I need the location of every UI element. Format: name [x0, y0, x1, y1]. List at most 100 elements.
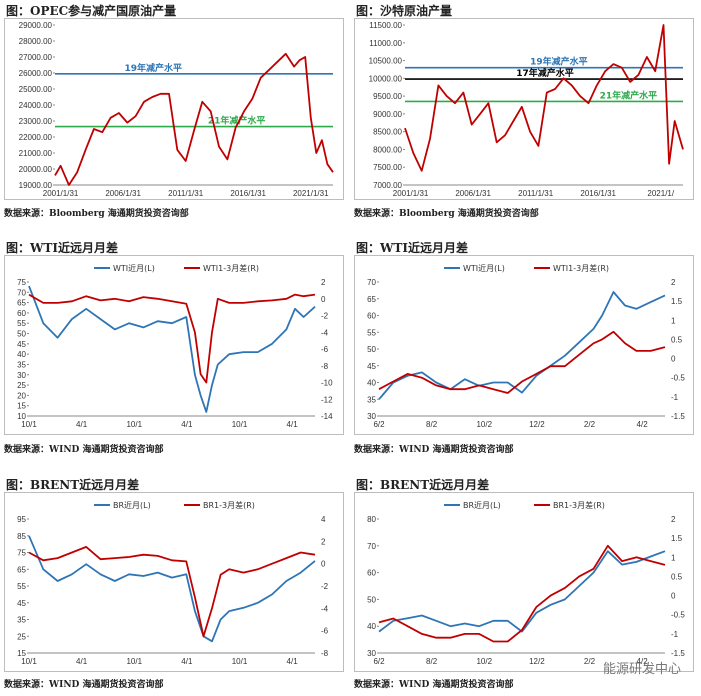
- y-tick-label: 10500.00: [369, 57, 403, 66]
- x-tick-label: 2006/1/31: [455, 189, 491, 198]
- x-tick-label: 10/1: [21, 420, 37, 429]
- y2-tick-label: -2: [321, 312, 329, 321]
- y2-tick-label: 4: [321, 515, 326, 524]
- y-tick-label: 40: [17, 350, 26, 359]
- y2-tick-label: 0: [321, 295, 326, 304]
- y-tick-label: 60: [367, 569, 376, 578]
- series-line-1: [378, 544, 666, 643]
- chart-title: 图：BRENT近远月月差: [6, 478, 140, 492]
- series-line-1: [28, 293, 316, 384]
- x-tick-label: 10/1: [126, 420, 142, 429]
- y-tick-label: 19000.00: [19, 181, 53, 190]
- y-tick-label: 9000.00: [373, 110, 402, 119]
- chart-title: 图：沙特原油产量: [356, 4, 453, 18]
- panel-brent-2: 图：BRENT近远月月差 80 70 60 50 40 30 2 1.5 1 0.5 0 -0.5 -1…: [350, 474, 695, 696]
- y2-tick-label: -10: [321, 379, 333, 388]
- y2-tick-label: 0: [671, 592, 676, 601]
- y-tick-label: 45: [17, 599, 26, 608]
- x-tick-label: 2001/1/31: [43, 189, 79, 198]
- y2-tick-label: -0.5: [671, 611, 685, 620]
- series-line-0: [28, 535, 316, 643]
- brent-chart: 95 85 75 65 55 45 35 25 15 4 2 0 -2 -4 -6 -8 10/1 4/1 10/1…: [17, 500, 329, 666]
- y-tick-label: 95: [17, 515, 26, 524]
- y-tick-label: 27000.00: [19, 53, 53, 62]
- y2-tick-label: -8: [321, 649, 329, 658]
- x-tick-label: 10/2: [476, 420, 492, 429]
- y-tick-label: 30: [367, 649, 376, 658]
- y-tick-label: 50: [17, 330, 26, 339]
- y2-tick-label: -0.5: [671, 374, 685, 383]
- y-tick-label: 65: [367, 295, 376, 304]
- y2-tick-label: -1.5: [671, 412, 685, 421]
- y2-tick-label: 2: [321, 537, 326, 546]
- x-tick-label: 10/1: [232, 657, 248, 666]
- y2-tick-label: 0: [671, 355, 676, 364]
- y-tick-label: 10: [17, 412, 26, 421]
- wti-chart-2: 70 65 60 55 50 45 40 35 30 2 1.5 1 0.5 0 -0.5 -1 -1.5 6/2…: [367, 263, 685, 429]
- y2-tick-label: 2: [671, 278, 676, 287]
- series-line-0: [404, 24, 684, 172]
- y-tick-label: 8000.00: [373, 145, 402, 154]
- x-tick-label: 4/2: [637, 420, 649, 429]
- y-tick-label: 20000.00: [19, 165, 53, 174]
- hline-label: 21年减产水平: [208, 115, 266, 127]
- series-line-0: [378, 550, 666, 633]
- y2-tick-label: 1.5: [671, 297, 683, 306]
- brent-chart-2: 80 70 60 50 40 30 2 1.5 1 0.5 0 -0.5 -1 -1.5 6/2 8/2 10/…: [367, 500, 685, 666]
- source-note: 数据来源：WIND 海通期货投资咨询部: [4, 680, 164, 690]
- watermark: 能源研发中心: [602, 662, 681, 677]
- y-tick-label: 80: [367, 515, 376, 524]
- series-line-0: [54, 52, 334, 186]
- y2-tick-label: 2: [671, 515, 676, 524]
- y2-tick-label: 1: [671, 553, 676, 562]
- y-tick-label: 85: [17, 532, 26, 541]
- y2-tick-label: -1: [671, 393, 679, 402]
- chart-frame: 80 70 60 50 40 30 2 1.5 1 0.5 0 -0.5 -1 -1.5 6/2 8/2 10/…: [354, 492, 694, 672]
- y2-tick-label: 2: [321, 278, 326, 287]
- y-tick-label: 55: [17, 582, 26, 591]
- y-tick-label: 23000.00: [19, 117, 53, 126]
- y-tick-label: 28000.00: [19, 37, 53, 46]
- hline-label: 19年减产水平: [125, 62, 183, 74]
- source-note: 数据来源：WIND 海通期货投资咨询部: [4, 445, 164, 455]
- y2-tick-label: 0.5: [671, 572, 683, 581]
- y-tick-label: 26000.00: [19, 69, 53, 78]
- y-tick-label: 35: [17, 360, 26, 369]
- y2-tick-label: -1: [671, 630, 679, 639]
- x-tick-label: 2021/1/: [647, 189, 674, 198]
- saudi-chart: 11500.00 11000.00 10500.00 10000.00 9500.00 9…: [369, 21, 684, 198]
- y-tick-label: 60: [367, 312, 376, 321]
- y-tick-label: 15: [17, 649, 26, 658]
- y-tick-label: 50: [367, 595, 376, 604]
- x-tick-label: 4/1: [181, 657, 193, 666]
- chart-title: 图：OPEC参与减产国原油产量: [6, 4, 177, 18]
- x-tick-label: 2016/1/31: [230, 189, 266, 198]
- y2-tick-label: 1: [671, 316, 676, 325]
- series-line-1: [28, 546, 316, 638]
- x-tick-label: 8/2: [426, 420, 438, 429]
- y-tick-label: 65: [17, 565, 26, 574]
- chart-frame: 70 65 60 55 50 45 40 35 30 2 1.5 1 0.5 0 -0.5 -1 -1.5 6/2…: [354, 255, 694, 435]
- y2-tick-label: 1.5: [671, 534, 683, 543]
- x-tick-label: 2/2: [584, 657, 596, 666]
- x-tick-label: 10/1: [126, 657, 142, 666]
- panel-opec: 图：OPEC参与减产国原油产量 29000.00 28000.00 27000.00…: [0, 0, 345, 230]
- x-tick-label: 4/1: [287, 657, 299, 666]
- x-tick-label: 2001/1/31: [393, 189, 429, 198]
- y-tick-label: 11000.00: [369, 39, 402, 48]
- x-tick-label: 12/2: [529, 657, 545, 666]
- x-tick-label: 2016/1/31: [580, 189, 616, 198]
- y-tick-label: 30: [17, 371, 26, 380]
- y-tick-label: 70: [367, 542, 376, 551]
- y-tick-label: 25: [17, 632, 26, 641]
- y2-tick-label: -8: [321, 362, 329, 371]
- y-tick-label: 45: [367, 362, 376, 371]
- y2-tick-label: -6: [321, 345, 329, 354]
- y-tick-label: 20: [17, 391, 26, 400]
- chart-title: 图：BRENT近远月月差: [356, 478, 490, 492]
- x-tick-label: 4/1: [76, 657, 88, 666]
- y-tick-label: 9500.00: [373, 92, 402, 101]
- x-tick-label: 6/2: [373, 420, 385, 429]
- x-tick-label: 2011/1/31: [168, 189, 204, 198]
- y-tick-label: 25000.00: [19, 85, 53, 94]
